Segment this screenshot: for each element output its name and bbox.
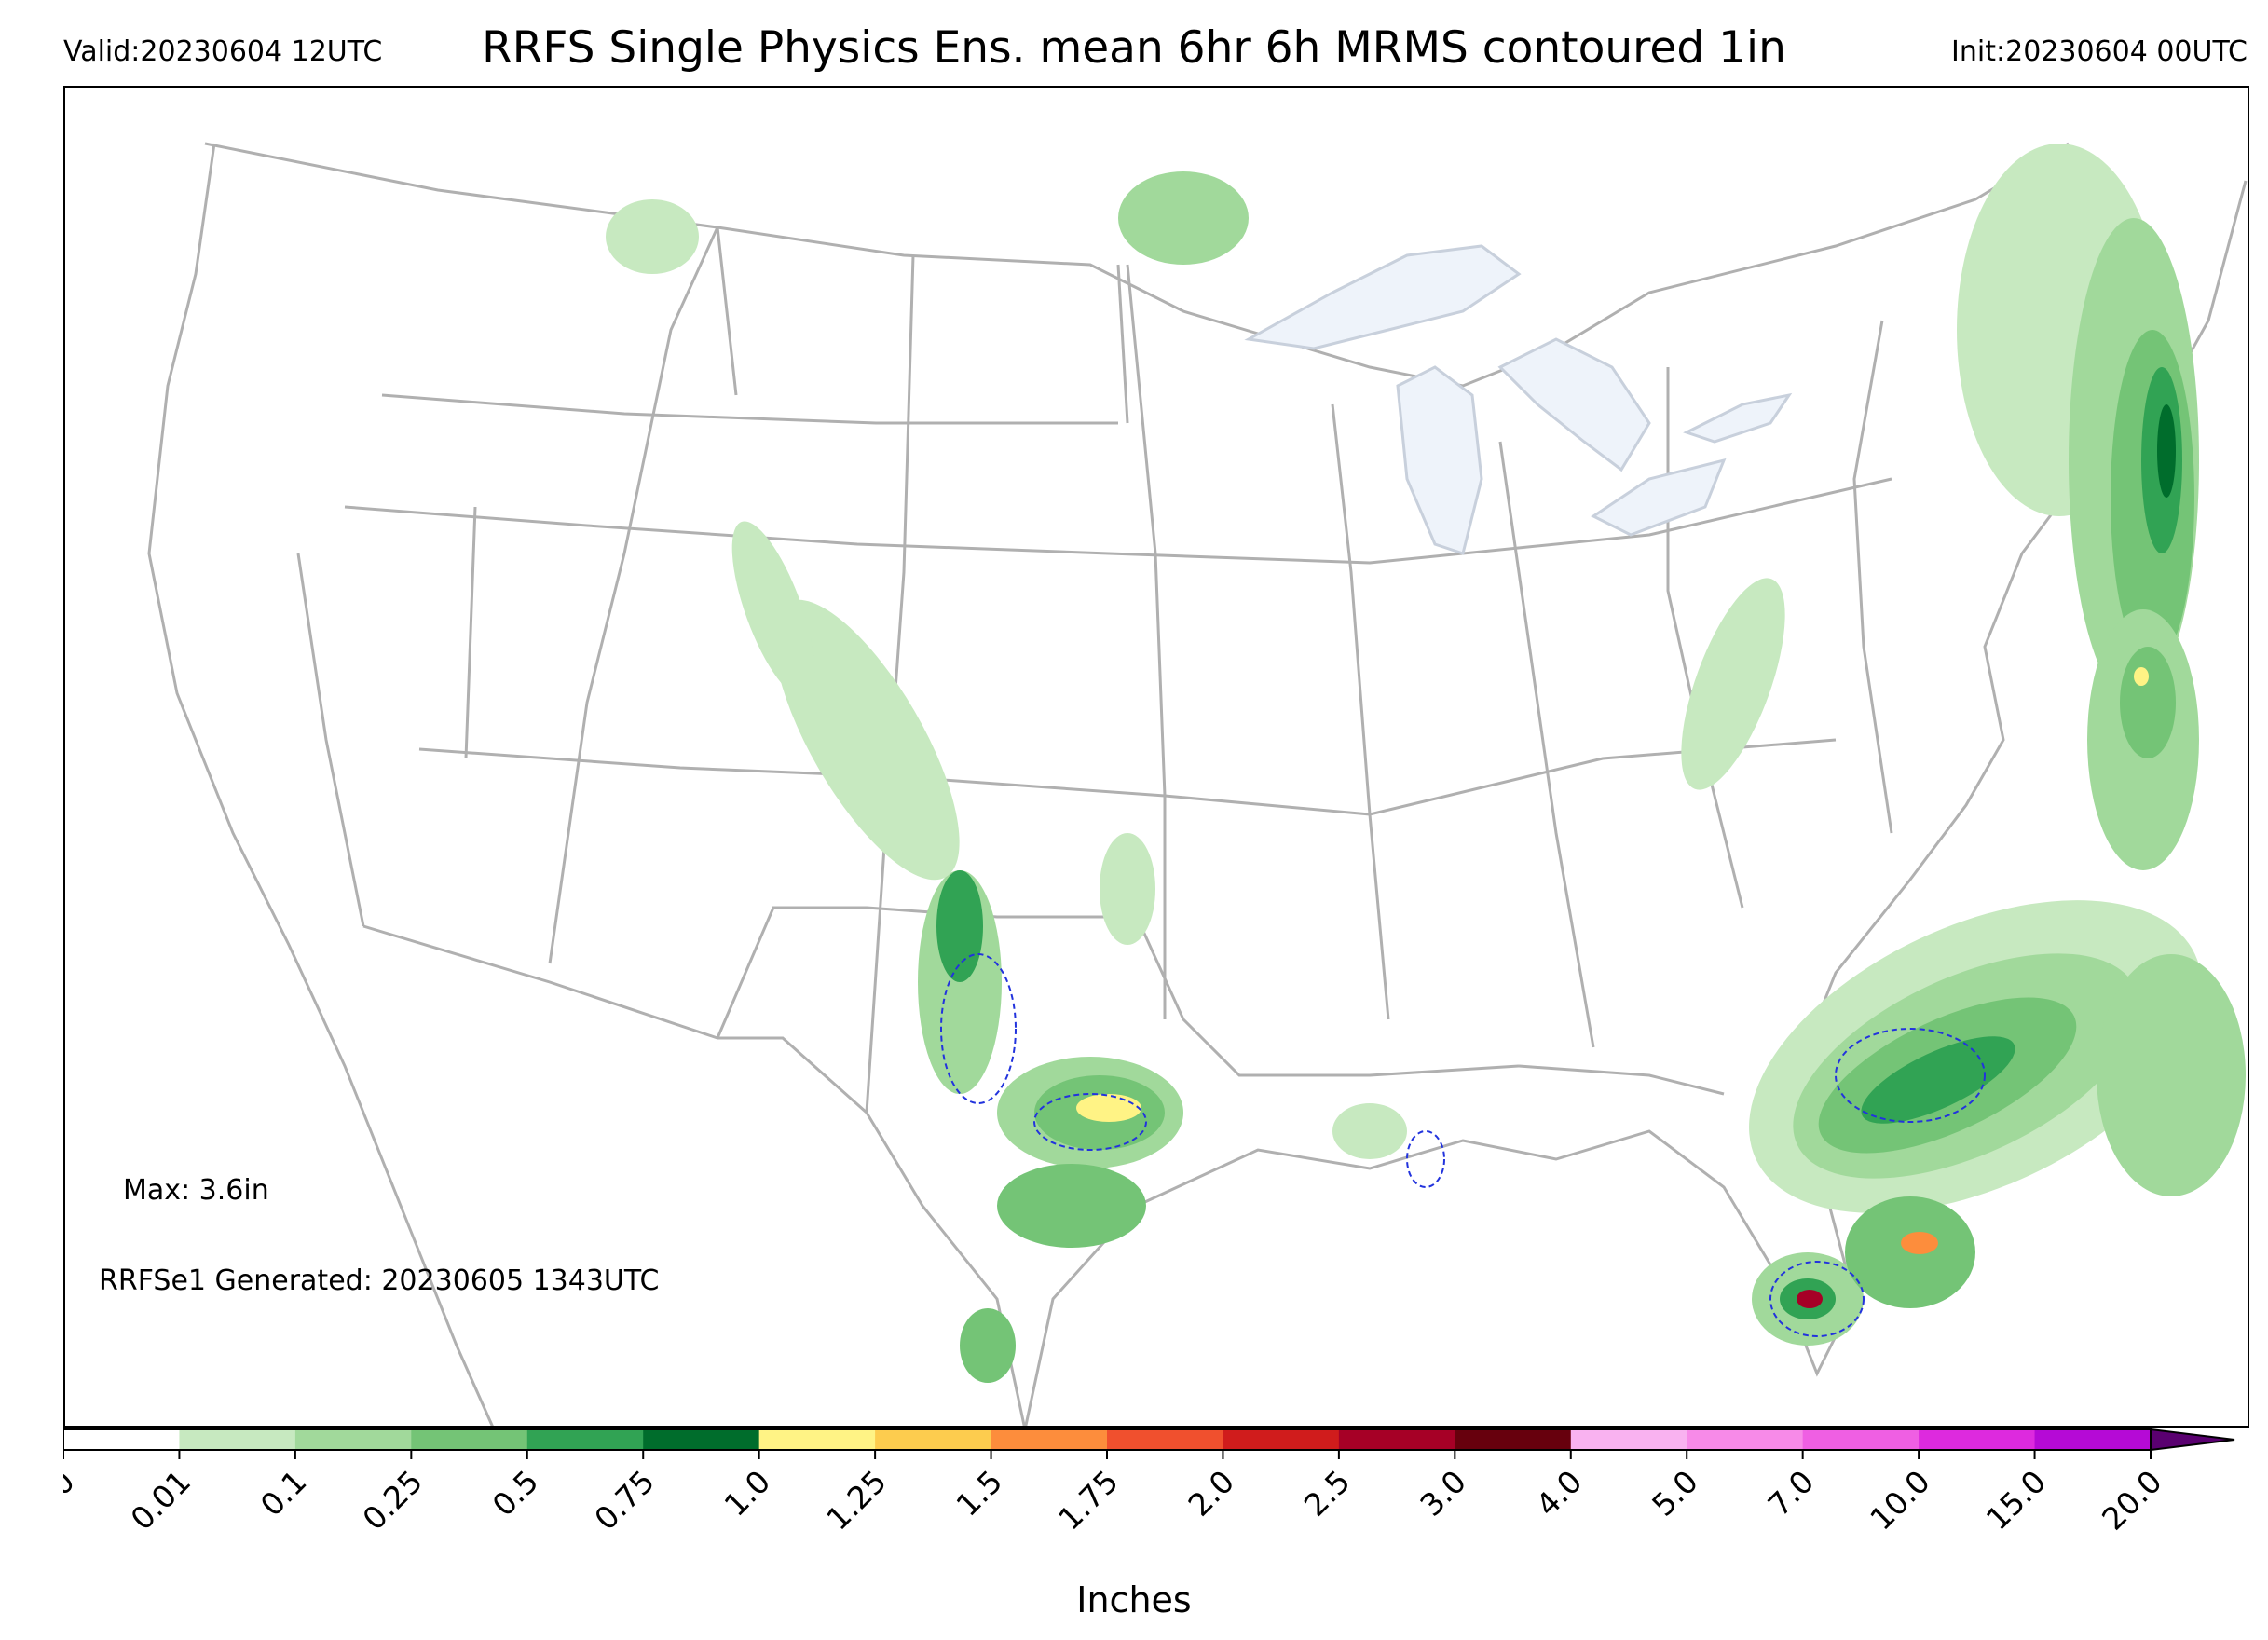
great-lakes bbox=[1244, 244, 1793, 555]
init-time-label: Init:20230604 00UTC bbox=[1951, 35, 2248, 68]
colorbar-tick-label: 0.1 bbox=[253, 1463, 314, 1524]
colorbar-swatch bbox=[875, 1429, 992, 1450]
colorbar-swatch bbox=[411, 1429, 528, 1450]
colorbar-tick-label: 10.0 bbox=[1863, 1463, 1937, 1538]
colorbar-swatch bbox=[1338, 1429, 1455, 1450]
colorbar-swatch bbox=[758, 1429, 876, 1450]
colorbar-swatch bbox=[1919, 1429, 2036, 1450]
colorbar-swatch bbox=[294, 1429, 412, 1450]
colorbar-swatch bbox=[643, 1429, 760, 1450]
colorbar-swatch bbox=[991, 1429, 1108, 1450]
colorbar-tick-label: 2.5 bbox=[1297, 1463, 1358, 1524]
colorbar-tick-label: 0.5 bbox=[485, 1463, 546, 1524]
colorbar-tick-label: 15.0 bbox=[1979, 1463, 2054, 1538]
colorbar-swatch bbox=[1687, 1429, 1804, 1450]
mrms-1in-contours bbox=[940, 953, 1986, 1337]
valid-time-label: Valid:20230604 12UTC bbox=[63, 35, 383, 68]
colorbar-swatches bbox=[63, 1428, 2235, 1452]
map-canvas bbox=[147, 142, 2248, 1426]
colorbar-tick-label: 1.75 bbox=[1051, 1463, 1126, 1538]
colorbar-extend-arrow bbox=[2150, 1428, 2235, 1452]
colorbar-tick-label: 0.25 bbox=[355, 1463, 430, 1538]
colorbar-tick-label: 1.5 bbox=[950, 1463, 1010, 1524]
colorbar-label: Inches bbox=[1076, 1579, 1192, 1620]
colorbar-tick-label: 1.25 bbox=[819, 1463, 894, 1538]
colorbar-swatch bbox=[1455, 1429, 1572, 1450]
colorbar: 0.0 0.01 0.1 0.25 0.5 0.75 1.0 1.25 1.5 1.75 2.0 2.… bbox=[63, 1428, 2235, 1538]
colorbar-tick-label: 2.0 bbox=[1181, 1463, 1241, 1524]
map-title: RRFS Single Physics Ens. mean 6hr 6h MRM… bbox=[482, 22, 1786, 74]
colorbar-swatch bbox=[526, 1429, 644, 1450]
colorbar-tick-label: 0.01 bbox=[124, 1463, 198, 1538]
colorbar-swatch bbox=[1570, 1429, 1687, 1450]
colorbar-ticks: 0.0 0.01 0.1 0.25 0.5 0.75 1.0 1.25 1.5 1.75 2.0 2.… bbox=[63, 1450, 2169, 1538]
colorbar-swatch bbox=[179, 1429, 296, 1450]
colorbar-swatch bbox=[1802, 1429, 1920, 1450]
colorbar-swatch bbox=[1223, 1429, 1340, 1450]
colorbar-tick-label: 3.0 bbox=[1413, 1463, 1473, 1524]
colorbar-swatch bbox=[2034, 1429, 2152, 1450]
colorbar-tick-label: 4.0 bbox=[1529, 1463, 1590, 1524]
state-boundaries bbox=[147, 142, 2248, 1426]
colorbar-tick-label: 0.0 bbox=[63, 1463, 82, 1524]
colorbar-tick-label: 0.75 bbox=[587, 1463, 662, 1538]
colorbar-tick-label: 1.0 bbox=[717, 1463, 778, 1524]
max-value-label: Max: 3.6in bbox=[123, 1174, 269, 1207]
colorbar-tick-label: 20.0 bbox=[2095, 1463, 2169, 1538]
precipitation-field bbox=[606, 144, 2246, 1383]
precipitation-map: Max: 3.6in RRFSe1 Generated: 20230605 13… bbox=[63, 86, 2249, 1428]
colorbar-tick-label: 7.0 bbox=[1761, 1463, 1822, 1524]
generated-time-label: RRFSe1 Generated: 20230605 1343UTC bbox=[99, 1264, 660, 1297]
colorbar-swatch bbox=[1107, 1429, 1223, 1450]
colorbar-tick-label: 5.0 bbox=[1645, 1463, 1705, 1524]
colorbar-swatch bbox=[63, 1429, 180, 1450]
